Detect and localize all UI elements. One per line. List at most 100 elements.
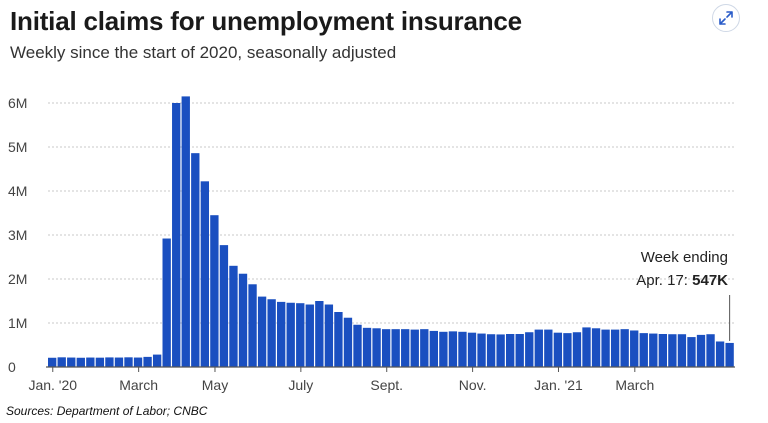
x-tick-label: Jan. '20 <box>28 377 77 393</box>
bar <box>248 284 257 367</box>
bar <box>105 357 114 367</box>
bar <box>152 354 162 367</box>
bar <box>277 301 286 367</box>
bar <box>200 181 210 367</box>
chart-title: Initial claims for unemployment insuranc… <box>10 6 522 36</box>
bar <box>553 332 563 367</box>
bar <box>391 329 400 367</box>
chart-subtitle: Weekly since the start of 2020, seasonal… <box>10 43 397 62</box>
bar <box>630 330 639 367</box>
bar <box>544 329 553 367</box>
x-tick-label: July <box>288 377 313 393</box>
x-tick-label: Nov. <box>459 377 487 393</box>
bar <box>95 357 105 367</box>
bar <box>591 328 601 367</box>
bar <box>477 333 486 367</box>
bar <box>48 357 57 367</box>
source-note: Sources: Department of Labor; CNBC <box>6 404 208 418</box>
y-tick-label: 3M <box>8 227 27 243</box>
bar <box>496 334 505 367</box>
bar <box>439 331 448 367</box>
bar <box>725 342 734 367</box>
x-axis: Jan. '20 March May July Sept. Nov. Jan. '21 Mar… <box>28 366 735 393</box>
bar <box>362 327 372 367</box>
x-tick-label: May <box>202 377 228 393</box>
bar <box>563 333 572 367</box>
x-tick-label: Jan. '21 <box>534 377 583 393</box>
annotation-date: Apr. 17: <box>636 272 692 289</box>
y-tick-label: 6M <box>8 95 27 111</box>
bar <box>381 329 391 367</box>
annotation-line-2: Apr. 17: 547K <box>636 272 728 289</box>
y-tick-label: 2M <box>8 271 27 287</box>
bar <box>639 333 648 367</box>
bar <box>210 215 219 367</box>
bar <box>610 329 620 367</box>
bar <box>162 238 171 367</box>
bar <box>420 329 429 367</box>
bar <box>677 334 687 367</box>
bar <box>57 357 66 367</box>
bar <box>219 245 229 367</box>
bar <box>334 312 343 367</box>
annotation: Week ending Apr. 17: 547K <box>636 249 731 341</box>
bar <box>506 334 515 367</box>
bar <box>668 334 677 367</box>
bar <box>229 265 238 367</box>
annotation-value: 547K <box>692 272 728 289</box>
y-tick-label: 4M <box>8 183 27 199</box>
bar <box>324 304 334 367</box>
y-tick-label: 5M <box>8 139 27 155</box>
bar <box>601 329 610 367</box>
bar <box>467 332 477 367</box>
bar <box>620 329 629 367</box>
bar <box>534 329 543 367</box>
bar <box>486 334 496 367</box>
bar <box>124 357 133 367</box>
bar <box>706 334 715 367</box>
bar <box>305 304 314 367</box>
bar <box>572 332 582 367</box>
bar <box>715 341 725 367</box>
bar <box>257 296 267 367</box>
bar <box>67 357 76 367</box>
bar <box>649 333 658 367</box>
gridlines <box>48 102 735 324</box>
bar <box>658 334 668 367</box>
bar <box>429 330 439 367</box>
bar <box>296 303 305 367</box>
bar <box>191 153 200 367</box>
bar <box>267 299 276 367</box>
bar <box>401 329 410 367</box>
x-tick-label: March <box>615 377 654 393</box>
bars <box>48 96 734 368</box>
bar <box>238 273 248 367</box>
bar <box>410 329 419 367</box>
bar <box>76 357 85 367</box>
y-tick-label: 1M <box>8 315 27 331</box>
x-tick-label: March <box>119 377 158 393</box>
bar <box>172 103 181 367</box>
expand-arrows-icon <box>719 11 733 25</box>
bar <box>525 332 534 367</box>
bar <box>143 356 152 367</box>
bar <box>286 302 295 367</box>
bar <box>315 301 324 367</box>
bar <box>181 96 190 368</box>
y-axis-labels: 0 1M 2M 3M 4M 5M 6M <box>8 95 27 375</box>
annotation-line-1: Week ending <box>641 249 728 266</box>
bar <box>515 334 524 367</box>
expand-button[interactable] <box>712 4 740 32</box>
bar <box>86 357 95 367</box>
bar <box>687 337 696 367</box>
bar <box>458 331 467 367</box>
bar <box>114 357 124 367</box>
bar <box>448 331 458 367</box>
bar <box>133 357 143 367</box>
bar <box>582 327 591 367</box>
bar <box>343 317 353 367</box>
bar <box>696 334 706 367</box>
y-tick-label: 0 <box>8 359 16 375</box>
x-tick-label: Sept. <box>370 377 403 393</box>
